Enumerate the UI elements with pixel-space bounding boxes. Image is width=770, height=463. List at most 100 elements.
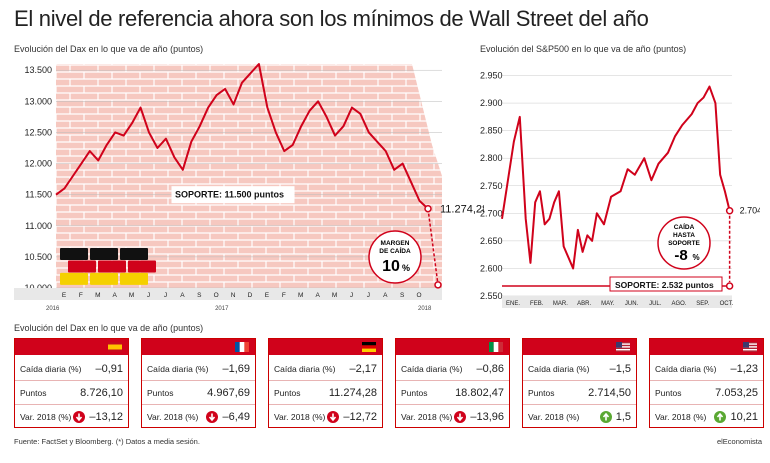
arrow-up-icon	[599, 411, 612, 424]
points-value: 8.726,10	[80, 387, 123, 399]
sp-series-line	[501, 85, 731, 270]
sp-month-label: MAR.	[553, 301, 568, 307]
sp500-chart: 2.950 2.900 2.850 2.800 2.750 2.700 2.650 2.600…	[480, 71, 760, 308]
page-title: El nivel de referencia ahora son los mín…	[14, 6, 649, 31]
sp-fall-unit: %	[692, 253, 699, 262]
flag-brick	[60, 248, 88, 260]
dax-margin-unit: %	[402, 263, 410, 273]
daily-value: –1,5	[609, 363, 631, 375]
dax-year-label: 2017	[215, 306, 229, 312]
sp-month-label: ABR.	[577, 301, 591, 307]
sp-ytick-label: 2.800	[480, 153, 503, 163]
var-value: 10,21	[730, 411, 758, 423]
dax-month-label: A	[383, 292, 388, 299]
card-header	[523, 339, 636, 355]
index-card: Caída diaria (%) –2,17 Puntos 11.274,28 Va…	[268, 338, 383, 428]
daily-label: Caída diaria (%)	[655, 364, 717, 374]
dax-year-label: 2016	[46, 306, 60, 312]
card-header	[269, 339, 382, 355]
card-header	[396, 339, 509, 355]
dax-month-label: S	[197, 292, 202, 299]
daily-value: –1,23	[730, 363, 758, 375]
dax-month-label: J	[164, 292, 167, 299]
dax-ytick-label: 12.000	[24, 159, 52, 169]
dax-month-label: O	[417, 292, 422, 299]
var-value: –12,72	[343, 411, 377, 423]
sp-last-value: 2.704,7	[740, 206, 760, 216]
dax-margin-value: 10	[382, 258, 400, 275]
sp-ytick-label: 2.600	[480, 263, 503, 273]
sp-month-label: JUL.	[649, 301, 662, 307]
arrow-down-icon	[73, 411, 86, 424]
sp-month-label: JUN.	[625, 301, 639, 307]
dax-support-box	[171, 186, 295, 204]
var-label: Var. 2018 (%)	[401, 412, 453, 423]
dax-projection	[427, 208, 439, 285]
dax-month-label: A	[180, 292, 185, 299]
points-value: 18.802,47	[455, 387, 504, 399]
var-label: Var. 2018 (%)	[274, 412, 326, 423]
sp-ytick-label: 2.650	[480, 236, 503, 246]
var-value: –13,96	[470, 411, 504, 423]
dax-year-label: 2018	[418, 306, 432, 312]
sp-subtitle: Evolución del S&P500 en lo que va de año…	[480, 44, 687, 54]
index-card: Caída diaria (%) –0,91 Puntos 8.726,10 Var…	[14, 338, 129, 428]
dax-month-label: O	[214, 292, 219, 299]
flag-brick	[120, 272, 148, 285]
sp-ytick-label: 2.550	[480, 291, 503, 301]
flag-brick	[68, 260, 96, 273]
daily-value: –1,69	[222, 363, 250, 375]
var-label: Var. 2018 (%)	[147, 412, 199, 423]
index-card: Caída diaria (%) –0,86 Puntos 18.802,47 Va…	[395, 338, 510, 428]
points-label: Puntos	[401, 388, 428, 398]
france-flag	[235, 342, 249, 352]
var-label: Var. 2018 (%)	[528, 412, 580, 423]
points-label: Puntos	[655, 388, 682, 398]
var-label: Var. 2018 (%)	[20, 412, 72, 423]
var-label: Var. 2018 (%)	[655, 412, 707, 423]
daily-value: –2,17	[349, 363, 377, 375]
dax-target-point	[434, 281, 442, 289]
sp-support-box	[609, 276, 723, 292]
dax-month-label: M	[298, 292, 303, 299]
sp-ytick-label: 2.850	[480, 126, 503, 136]
arrow-down-icon	[206, 411, 219, 424]
dax-margin-circle	[368, 230, 422, 284]
spain-flag	[108, 342, 122, 352]
arrow-up-icon	[714, 411, 727, 424]
var-value: –13,12	[89, 411, 123, 423]
var-value: –6,49	[222, 411, 250, 423]
sp-month-label: AGO.	[671, 301, 686, 307]
points-value: 2.714,50	[588, 387, 631, 399]
dax-support-label: SOPORTE: 11.500 puntos	[175, 190, 284, 200]
usa-flag	[616, 342, 630, 352]
flag-brick	[90, 272, 118, 285]
sp-target-point	[725, 282, 734, 290]
sp-fall-label: HASTA	[673, 232, 695, 239]
dax-margin-label: MARGEN	[381, 240, 410, 247]
dax-ytick-label: 11.000	[25, 221, 52, 231]
sp-month-label: ENE.	[506, 301, 520, 307]
sp-fall-label: CAÍDA	[674, 222, 695, 231]
dax-month-label: M	[332, 292, 337, 299]
brand-logo: elEconomista	[716, 437, 762, 446]
dax-subtitle: Evolución del Dax en lo que va de año (p…	[14, 44, 204, 54]
card-header	[142, 339, 255, 355]
dax-xaxis-band	[14, 288, 442, 300]
dax-ytick-label: 13.000	[24, 96, 52, 106]
points-label: Puntos	[274, 388, 301, 398]
dax-last-point	[424, 204, 432, 213]
dax-month-label: S	[400, 292, 405, 299]
daily-value: –0,91	[95, 363, 123, 375]
points-label: Puntos	[147, 388, 174, 398]
points-label: Puntos	[20, 388, 47, 398]
dax-month-label: D	[248, 292, 253, 299]
dax-month-label: J	[147, 292, 150, 299]
dax-month-label: J	[350, 292, 353, 299]
dax-ytick-label: 13.500	[24, 65, 52, 75]
usa-flag	[743, 342, 757, 352]
arrow-down-icon	[327, 411, 340, 424]
sp-fall-value: -8	[674, 247, 687, 264]
dax-month-label: N	[231, 292, 236, 299]
daily-value: –0,86	[476, 363, 504, 375]
